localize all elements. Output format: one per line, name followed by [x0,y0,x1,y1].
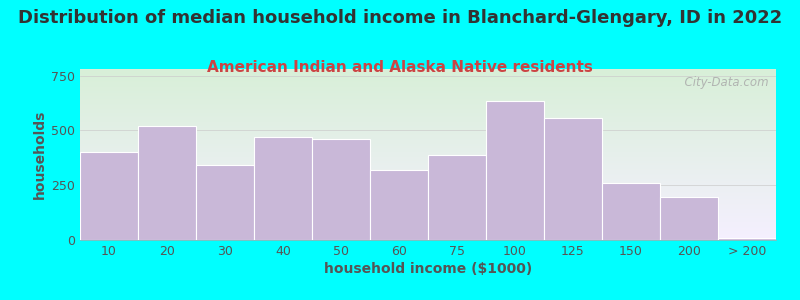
Bar [428,154,486,240]
Bar [486,101,544,240]
Bar [370,170,428,240]
Y-axis label: households: households [33,110,47,199]
X-axis label: household income ($1000): household income ($1000) [324,262,532,276]
Bar [718,238,776,240]
Text: City-Data.com: City-Data.com [678,76,769,89]
Bar [660,197,718,240]
Bar [544,118,602,240]
Bar [80,152,138,240]
Bar [254,137,312,240]
Bar [602,183,660,240]
Text: American Indian and Alaska Native residents: American Indian and Alaska Native reside… [207,60,593,75]
Bar [312,139,370,240]
Bar [138,126,196,240]
Bar [196,166,254,240]
Text: Distribution of median household income in Blanchard-Glengary, ID in 2022: Distribution of median household income … [18,9,782,27]
